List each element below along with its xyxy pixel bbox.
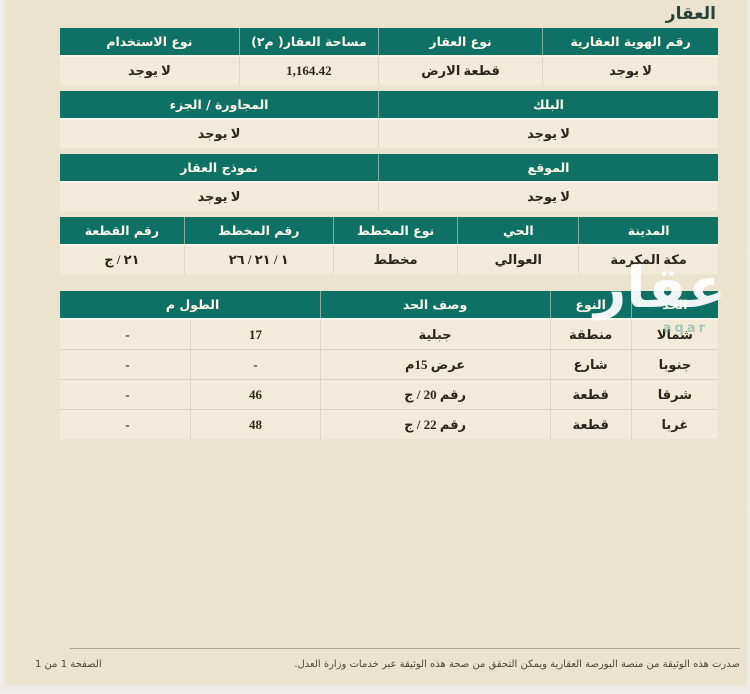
boundary-length: 17 <box>190 320 319 349</box>
block-value: لا يوجد <box>378 120 718 148</box>
block-table-value-row: لا يوجد لا يوجد <box>60 118 718 148</box>
property-usage-value: لا يوجد <box>127 63 171 78</box>
boundary-desc: رقم 22 / ج <box>319 410 550 439</box>
boundary-side: شرقا <box>630 380 718 409</box>
boundary-row-north: شمالا منطقة جبلية 17 - <box>60 318 718 349</box>
property-table-header-row: رقم الهوية العقارية نوع العقار مساحة الع… <box>60 28 718 55</box>
boundary-type: شارع <box>549 350 631 379</box>
boundary-length: 48 <box>190 410 319 439</box>
page-title: العقار <box>665 4 716 24</box>
location-table-header-row: الموقع نموذج العقار <box>60 154 718 181</box>
footer-note: صدرت هذه الوثيقة من منصة البورصة العقاري… <box>294 659 740 670</box>
location-table: الموقع نموذج العقار لا يوجد لا يوجد <box>60 154 718 211</box>
parcel-number-header: رقم القطعة <box>84 223 160 238</box>
block-table-header-row: البلك المجاورة / الجزء <box>60 91 718 118</box>
boundary-length-header: الطول م <box>165 297 220 312</box>
boundary-side: جنوبا <box>630 350 718 379</box>
plan-number-value: ١ / ٢١ / ٢٦ <box>183 246 333 274</box>
photo-edge-left <box>0 0 8 694</box>
property-usage-header: نوع الاستخدام <box>106 34 193 49</box>
parcel-number-value: ٢١ / ج <box>104 252 140 267</box>
property-model-value: لا يوجد <box>197 189 241 204</box>
boundary-row-south: جنوبا شارع عرض 15م - - <box>60 349 718 379</box>
property-model-header: نموذج العقار <box>180 160 258 175</box>
footer-divider <box>70 648 740 649</box>
boundary-type: قطعة <box>549 410 631 439</box>
property-id-header: رقم الهوية العقارية <box>542 28 718 55</box>
boundaries-table-header-row: الحد النوع وصف الحد الطول م <box>60 291 718 318</box>
photo-edge-right <box>745 0 750 694</box>
plan-type-value: مخطط <box>332 246 458 274</box>
page-footer: صدرت هذه الوثيقة من منصة البورصة العقاري… <box>0 648 750 670</box>
photo-edge-bottom <box>0 685 750 694</box>
boundary-extra: - <box>125 356 130 372</box>
city-value: مكة المكرمة <box>578 246 718 274</box>
location-table-value-row: لا يوجد لا يوجد <box>60 181 718 211</box>
neighborhood-part-header: المجاورة / الجزء <box>169 97 269 112</box>
boundary-desc-header: وصف الحد <box>319 291 550 318</box>
property-type-value: قطعة الارض <box>378 57 542 85</box>
boundaries-table: الحد النوع وصف الحد الطول م شمالا منطقة … <box>60 291 718 439</box>
block-header: البلك <box>378 91 718 118</box>
property-id-value: لا يوجد <box>542 57 718 85</box>
boundary-row-east: شرقا قطعة رقم 20 / ج 46 - <box>60 379 718 409</box>
boundary-side: غربا <box>630 410 718 439</box>
boundary-length: 46 <box>190 380 319 409</box>
boundary-side: شمالا <box>630 320 718 349</box>
plan-type-header: نوع المخطط <box>332 217 458 244</box>
boundary-length: - <box>190 350 319 379</box>
boundary-type-header: النوع <box>549 291 631 318</box>
boundary-desc: عرض 15م <box>319 350 550 379</box>
plan-table-value-row: مكة المكرمة العوالي مخطط ١ / ٢١ / ٢٦ ٢١ … <box>60 244 718 274</box>
boundary-extra: - <box>125 416 130 432</box>
boundary-extra: - <box>125 386 130 402</box>
boundary-desc: جبلية <box>319 320 550 349</box>
boundary-type: قطعة <box>549 380 631 409</box>
property-area-value: 1,164.42 <box>238 57 378 85</box>
property-table: رقم الهوية العقارية نوع العقار مساحة الع… <box>60 28 718 85</box>
boundary-extra: - <box>125 326 130 342</box>
footer-page-number: الصفحة 1 من 1 <box>35 659 102 670</box>
city-header: المدينة <box>578 217 718 244</box>
property-table-value-row: لا يوجد قطعة الارض 1,164.42 لا يوجد <box>60 55 718 85</box>
location-header: الموقع <box>378 154 718 181</box>
boundary-side-header: الحد <box>630 291 718 318</box>
block-table: البلك المجاورة / الجزء لا يوجد لا يوجد <box>60 91 718 148</box>
district-value: العوالي <box>457 246 578 274</box>
plan-number-header: رقم المخطط <box>183 217 333 244</box>
plan-table: المدينة الحي نوع المخطط رقم المخطط رقم ا… <box>60 217 718 274</box>
location-value: لا يوجد <box>378 183 718 211</box>
plan-table-header-row: المدينة الحي نوع المخطط رقم المخطط رقم ا… <box>60 217 718 244</box>
boundary-type: منطقة <box>549 320 631 349</box>
neighborhood-part-value: لا يوجد <box>197 126 241 141</box>
boundary-row-west: غربا قطعة رقم 22 / ج 48 - <box>60 409 718 439</box>
property-area-header: مساحة العقار( م٢) <box>238 28 378 55</box>
district-header: الحي <box>457 217 578 244</box>
boundary-desc: رقم 20 / ج <box>319 380 550 409</box>
property-type-header: نوع العقار <box>378 28 542 55</box>
